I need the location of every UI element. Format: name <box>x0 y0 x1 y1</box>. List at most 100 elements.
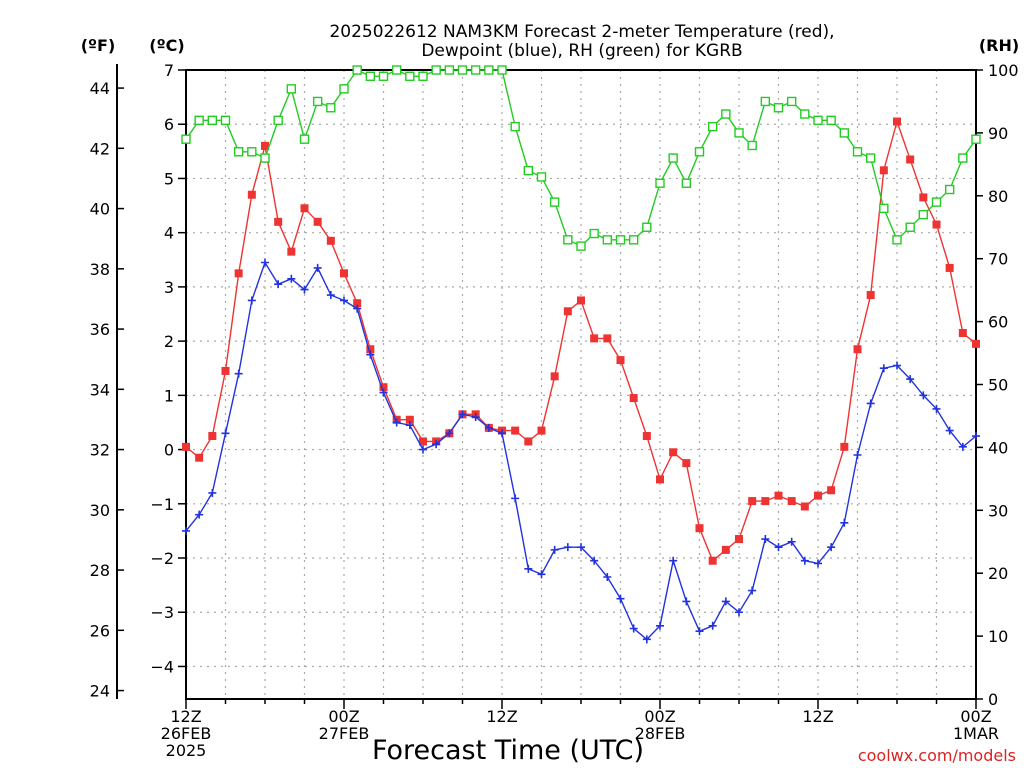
temperature-point <box>616 356 625 365</box>
dewpoint-point <box>208 488 217 497</box>
rh-point <box>813 115 823 126</box>
temperature-point <box>840 442 849 451</box>
rh-point <box>391 65 402 75</box>
temperature-point <box>761 497 770 506</box>
temperature-point <box>353 299 362 308</box>
dewpoint-point <box>958 442 967 451</box>
dewpoint-point <box>629 624 638 633</box>
dewpoint-point <box>471 413 480 422</box>
celsius-tick-label: 3 <box>164 278 174 297</box>
rh-tick-label: 30 <box>988 501 1008 520</box>
rh-point <box>668 153 678 163</box>
celsius-tick-label: 4 <box>164 224 174 243</box>
temperature-point <box>787 497 796 506</box>
dewpoint-point <box>340 296 348 305</box>
dewpoint-point <box>234 369 243 378</box>
rh-tick-label: 100 <box>988 61 1019 80</box>
rh-point <box>299 134 310 144</box>
dewpoint-point <box>853 450 862 459</box>
x-tick-label: 12Z <box>170 707 201 726</box>
temperature-point <box>405 415 414 424</box>
x-tick-label: 00Z <box>644 707 675 726</box>
dewpoint-point <box>840 518 849 527</box>
rh-point <box>839 128 850 138</box>
rh-point <box>510 121 520 132</box>
dewpoint-series <box>182 258 980 644</box>
dewpoint-point <box>774 543 783 552</box>
rh-point <box>378 71 389 81</box>
dewpoint-point <box>761 535 770 544</box>
temperature-point <box>247 190 256 199</box>
series-layer <box>181 65 981 644</box>
celsius-tick-label: −1 <box>150 495 174 514</box>
rh-unit-label: (RH) <box>979 36 1019 55</box>
temperature-point <box>919 193 928 202</box>
rh-point <box>536 172 547 182</box>
dewpoint-point <box>866 399 875 408</box>
dewpoint-point <box>419 445 427 454</box>
rh-point <box>931 197 942 207</box>
celsius-tick-label: 1 <box>164 386 174 405</box>
celsius-tick-label: 6 <box>164 115 174 134</box>
rh-tick-label: 10 <box>988 627 1008 646</box>
rh-point <box>523 165 534 176</box>
dewpoint-point <box>800 556 809 565</box>
temperature-point <box>721 545 730 554</box>
dewpoint-point <box>708 621 717 630</box>
rh-point <box>694 147 705 157</box>
dewpoint-point <box>498 429 506 438</box>
temperature-point <box>326 236 335 245</box>
rh-point <box>181 134 191 144</box>
celsius-tick-label: −4 <box>150 657 174 676</box>
dewpoint-point <box>261 258 269 267</box>
dewpoint-point <box>616 594 625 603</box>
dewpoint-point <box>195 510 204 519</box>
rh-point <box>207 115 218 126</box>
temperature-point <box>748 497 757 506</box>
rh-point <box>944 184 955 195</box>
rh-point <box>958 153 968 163</box>
celsius-tick-label: 5 <box>164 169 174 188</box>
dewpoint-point <box>827 543 836 552</box>
dewpoint-point <box>445 429 454 438</box>
celsius-unit-label: (ºC) <box>149 36 184 55</box>
fahrenheit-tick-label: 38 <box>90 260 110 279</box>
dewpoint-point <box>590 556 599 565</box>
temperature-point <box>274 217 283 226</box>
rh-point <box>457 65 468 75</box>
dewpoint-point <box>353 304 362 313</box>
fahrenheit-tick-label: 32 <box>90 441 110 460</box>
temperature-point <box>893 117 901 126</box>
dewpoint-point <box>721 597 730 606</box>
temperature-point <box>577 296 585 305</box>
temperature-point <box>300 204 309 213</box>
chart-title-line2: Dewpoint (blue), RH (green) for KGRB <box>421 41 742 61</box>
rh-point <box>602 235 613 245</box>
fahrenheit-tick-label: 40 <box>90 200 110 219</box>
dewpoint-point <box>326 291 335 300</box>
dewpoint-point <box>906 375 915 384</box>
rh-point <box>642 222 652 232</box>
temperature-point <box>800 502 809 511</box>
dewpoint-point <box>274 280 283 289</box>
rh-tick-label: 50 <box>988 376 1008 395</box>
rh-tick-label: 40 <box>988 438 1008 457</box>
dewpoint-point <box>972 432 980 441</box>
celsius-tick-label: 2 <box>164 332 174 351</box>
dewpoint-point <box>656 621 664 630</box>
rh-point <box>431 65 441 75</box>
rh-point <box>852 147 863 157</box>
dewpoint-point <box>511 494 520 503</box>
rh-point <box>615 235 626 245</box>
temperature-point <box>866 291 875 300</box>
fahrenheit-tick-label: 30 <box>90 501 110 520</box>
temperature-point <box>642 432 651 441</box>
temperature-point <box>287 247 296 256</box>
temperature-point <box>208 432 217 441</box>
dewpoint-point <box>313 263 322 272</box>
dewpoint-point <box>524 564 533 573</box>
dewpoint-point <box>550 545 559 554</box>
chart-title-line1: 2025022612 NAM3KM Forecast 2-meter Tempe… <box>329 22 834 42</box>
temperature-point <box>682 459 691 468</box>
